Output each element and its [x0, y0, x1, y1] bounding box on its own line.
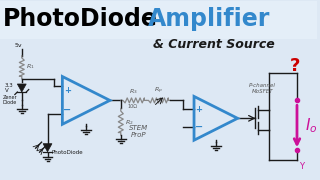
- Text: 5v: 5v: [15, 43, 23, 48]
- Polygon shape: [43, 144, 52, 152]
- Text: −: −: [63, 105, 71, 115]
- Text: +: +: [64, 86, 71, 95]
- FancyBboxPatch shape: [0, 1, 317, 39]
- Text: Amplifier: Amplifier: [148, 7, 270, 31]
- Text: ?: ?: [290, 57, 300, 75]
- Text: PhotoDiode: PhotoDiode: [52, 150, 83, 155]
- Text: 3.3: 3.3: [5, 83, 14, 88]
- Text: +: +: [196, 105, 203, 114]
- Text: & Current Source: & Current Source: [154, 38, 275, 51]
- Text: −: −: [195, 122, 203, 132]
- Text: $R_2$: $R_2$: [125, 118, 133, 127]
- Text: MoSFET: MoSFET: [252, 89, 273, 94]
- Text: Y: Y: [299, 162, 304, 171]
- Text: $R_p$: $R_p$: [154, 86, 163, 96]
- Text: Zener: Zener: [3, 95, 18, 100]
- Polygon shape: [17, 84, 26, 92]
- Text: STEM: STEM: [129, 125, 148, 131]
- Text: V: V: [5, 88, 9, 93]
- Text: PhotoDiode: PhotoDiode: [3, 7, 158, 31]
- Text: $I_o$: $I_o$: [305, 116, 317, 135]
- Text: $R_3$: $R_3$: [129, 87, 138, 96]
- Text: Diode: Diode: [3, 100, 17, 105]
- Text: P-channel: P-channel: [249, 83, 276, 88]
- Text: ProP: ProP: [131, 132, 147, 138]
- Text: $R_1$: $R_1$: [26, 62, 35, 71]
- Text: 10Ω: 10Ω: [128, 104, 138, 109]
